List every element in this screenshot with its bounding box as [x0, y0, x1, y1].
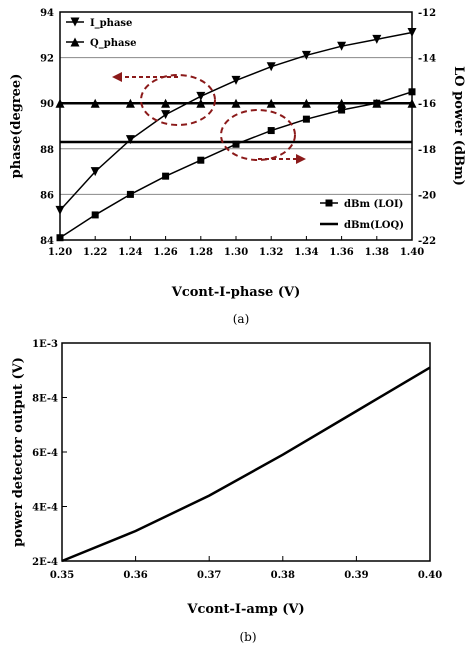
x-tick-label-b: 0.38: [271, 570, 295, 581]
y2-axis-label-a: LO power (dBm): [451, 66, 466, 186]
x-tick-label-a: 1.24: [118, 247, 142, 258]
chart-a-annotations: [112, 72, 306, 164]
data-point-s0-9: [372, 34, 382, 44]
x-tick-label-b: 0.40: [418, 570, 442, 581]
legend-label-loi: dBm (LOI): [344, 199, 403, 210]
x-axis-label-a: Vcont-I-phase (V): [171, 285, 300, 300]
annotation-arrowhead-left: [112, 72, 122, 82]
data-point-s2-4: [197, 156, 205, 164]
y-axis-label-a: phase(degree): [9, 74, 24, 179]
y-tick-label-a: 84: [40, 236, 54, 247]
y2-tick-label-a: -16: [418, 99, 436, 110]
annotation-ellipse-left: [140, 74, 216, 126]
x-tick-label-a: 1.30: [224, 247, 248, 258]
y2-tick-label-a: -14: [418, 54, 436, 65]
y-tick-label-a: 92: [40, 54, 54, 65]
data-point-s1-2: [125, 98, 135, 108]
legend-label-q-phase: Q_phase: [90, 38, 136, 49]
data-point-s1-1: [90, 98, 100, 108]
data-point-s2-2: [126, 190, 134, 198]
x-tick-label-b: 0.39: [344, 570, 368, 581]
y-tick-label-a: 86: [40, 190, 54, 201]
series-line-2: [59, 91, 413, 239]
x-tick-label-a: 1.28: [189, 247, 213, 258]
x-tick-label-a: 1.34: [294, 247, 318, 258]
series-line-b: [61, 366, 431, 563]
data-point-s2-6: [267, 127, 275, 135]
data-point-s2-5: [232, 140, 240, 148]
legend-label-loq: dBm(LOQ): [344, 220, 404, 231]
data-point-s1-10: [407, 98, 417, 108]
legend-label-i-phase: I_phase: [90, 18, 132, 29]
x-axis-label-b: Vcont-I-amp (V): [186, 602, 304, 617]
data-point-s1-5: [231, 98, 241, 108]
data-point-s0-0: [55, 205, 65, 215]
data-point-s2-0: [56, 234, 64, 242]
data-point-s0-2: [125, 135, 135, 145]
data-point-s1-4: [196, 98, 206, 108]
x-tick-label-a: 1.26: [153, 247, 177, 258]
x-tick-label-a: 1.40: [400, 247, 424, 258]
y2-tick-label-a: -18: [418, 145, 436, 156]
data-point-s0-8: [337, 41, 347, 51]
y-tick-label-b: 6E-4: [32, 448, 58, 459]
y-tick-label-b: 8E-4: [32, 394, 58, 405]
y-tick-label-a: 88: [40, 145, 54, 156]
y-axis-label-b: power detector output (V): [11, 357, 26, 547]
data-point-s0-7: [301, 50, 311, 60]
y-tick-label-b: 1E-3: [32, 339, 58, 350]
data-point-s0-4: [196, 91, 206, 101]
y-tick-label-a: 90: [40, 99, 54, 110]
y2-tick-label-a: -20: [418, 190, 436, 201]
y2-tick-label-a: -12: [418, 8, 436, 19]
x-tick-label-a: 1.32: [259, 247, 283, 258]
x-tick-label-b: 0.36: [123, 570, 147, 581]
x-tick-label-b: 0.35: [50, 570, 74, 581]
plot-frame-b: [61, 342, 431, 562]
data-point-s2-9: [373, 99, 381, 107]
data-point-s0-1: [90, 167, 100, 177]
x-tick-label-a: 1.22: [83, 247, 107, 258]
data-point-s2-7: [302, 115, 310, 123]
x-tick-label-b: 0.37: [197, 570, 221, 581]
data-point-s2-1: [91, 211, 99, 219]
data-point-s2-8: [338, 106, 346, 114]
data-point-s0-5: [231, 75, 241, 85]
data-point-s1-6: [266, 98, 276, 108]
data-point-s1-0: [55, 98, 65, 108]
y-tick-label-a: 94: [40, 8, 54, 19]
annotation-ellipse-right: [220, 109, 296, 161]
data-point-s0-3: [161, 110, 171, 120]
data-point-s0-6: [266, 62, 276, 72]
x-tick-label-a: 1.38: [365, 247, 389, 258]
data-point-s2-10: [408, 88, 416, 96]
chart-b-caption: (b): [239, 630, 256, 644]
data-point-s1-8: [337, 98, 347, 108]
series-line-0: [59, 31, 413, 211]
data-point-s0-10: [407, 28, 417, 38]
data-point-s1-3: [161, 98, 171, 108]
y2-tick-label-a: -22: [418, 236, 436, 247]
x-tick-label-a: 1.20: [48, 247, 72, 258]
legend-marker-q-phase: [70, 37, 80, 47]
legend-marker-i-phase: [70, 17, 80, 27]
legend-marker-loi: [325, 199, 333, 207]
data-point-s1-7: [301, 98, 311, 108]
data-point-s2-3: [162, 172, 170, 180]
chart-a-caption: (a): [233, 312, 250, 326]
chart-b: 0.35 0.36 0.37 0.38 0.39 0.40 2E-4 4E-4 6E-4 8E-4…: [11, 339, 442, 617]
annotation-arrowhead-right: [296, 154, 306, 164]
y-tick-label-b: 4E-4: [32, 503, 58, 514]
y-tick-label-b: 2E-4: [32, 557, 58, 568]
chart-a: 1.20 1.22 1.24 1.26 1.28 1.30 1.32 1.34 1.36 1.38…: [9, 8, 466, 300]
x-tick-label-a: 1.36: [329, 247, 353, 258]
